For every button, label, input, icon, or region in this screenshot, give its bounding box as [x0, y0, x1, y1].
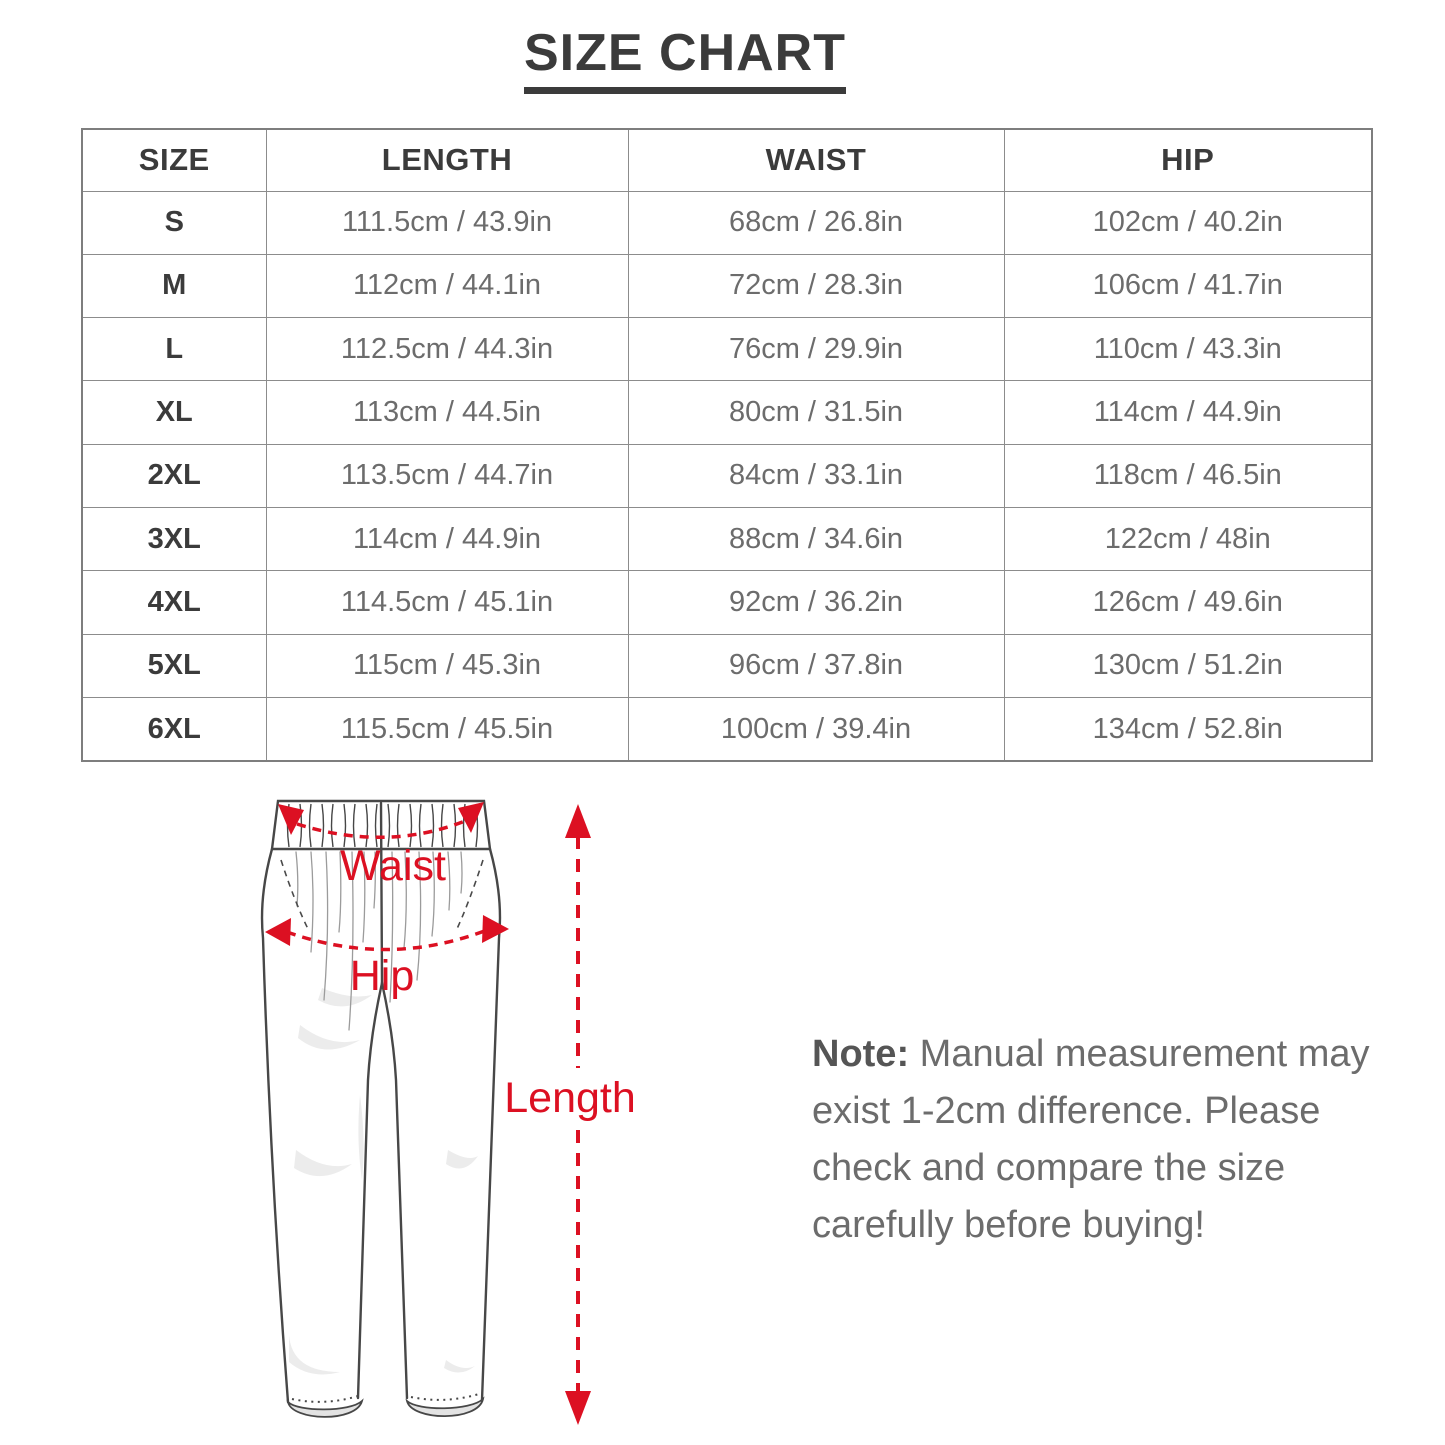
- hem-right: [405, 1393, 485, 1417]
- waist-cell: 76cm / 29.9in: [627, 317, 1005, 382]
- pocket-left: [280, 859, 310, 932]
- length-cell: 113cm / 44.5in: [265, 380, 629, 445]
- page-title: SIZE CHART: [524, 24, 846, 82]
- table-row: 3XL 114cm / 44.9in 88cm / 34.6in 122cm /…: [81, 507, 1373, 572]
- pocket-right: [455, 859, 484, 932]
- pants-outline: [260, 801, 502, 1404]
- note-line: carefully before buying!: [812, 1204, 1205, 1246]
- length-cell: 112.5cm / 44.3in: [265, 317, 629, 382]
- hip-cell: 106cm / 41.7in: [1003, 253, 1373, 319]
- waist-cell: 80cm / 31.5in: [627, 380, 1005, 445]
- note-line: exist 1-2cm difference. Please: [812, 1090, 1321, 1132]
- hip-label: Hip: [350, 952, 415, 1000]
- table-row: 2XL 113.5cm / 44.7in 84cm / 33.1in 118cm…: [81, 443, 1373, 509]
- hem-left: [286, 1395, 364, 1418]
- waist-measure-arrow: [278, 802, 484, 839]
- hip-cell: 130cm / 51.2in: [1003, 633, 1373, 699]
- size-cell: L: [81, 317, 267, 382]
- waist-cell: 88cm / 34.6in: [627, 507, 1005, 572]
- waist-cell: 100cm / 39.4in: [627, 697, 1005, 762]
- note-line: check and compare the size: [812, 1147, 1286, 1189]
- length-cell: 112cm / 44.1in: [265, 253, 629, 319]
- size-cell: 6XL: [81, 697, 267, 762]
- length-measure-arrow: [565, 804, 591, 1425]
- table-row: S 111.5cm / 43.9in 68cm / 26.8in 102cm /…: [81, 190, 1373, 255]
- hip-cell: 114cm / 44.9in: [1003, 380, 1373, 445]
- table-row: 4XL 114.5cm / 45.1in 92cm / 36.2in 126cm…: [81, 570, 1373, 635]
- waist-cell: 68cm / 26.8in: [627, 190, 1005, 255]
- size-cell: M: [81, 253, 267, 319]
- size-table: SIZE LENGTH WAIST HIP S 111.5cm / 43.9in…: [81, 128, 1373, 762]
- waist-cell: 92cm / 36.2in: [627, 570, 1005, 635]
- hip-cell: 110cm / 43.3in: [1003, 317, 1373, 382]
- size-cell: 4XL: [81, 570, 267, 635]
- table-row: XL 113cm / 44.5in 80cm / 31.5in 114cm / …: [81, 380, 1373, 445]
- header-hip: HIP: [1003, 128, 1373, 192]
- length-cell: 113.5cm / 44.7in: [265, 443, 629, 509]
- hip-cell: 122cm / 48in: [1003, 507, 1373, 572]
- length-cell: 111.5cm / 43.9in: [265, 190, 629, 255]
- pants-diagram: Waist Hip Length: [260, 799, 636, 1425]
- pants-shading: [289, 988, 478, 1375]
- size-cell: 5XL: [81, 633, 267, 699]
- waist-cell: 72cm / 28.3in: [627, 253, 1005, 319]
- table-row: L 112.5cm / 44.3in 76cm / 29.9in 110cm /…: [81, 317, 1373, 382]
- note-line: Note: Manual measurement may: [812, 1026, 1372, 1083]
- length-cell: 114cm / 44.9in: [265, 507, 629, 572]
- size-cell: S: [81, 190, 267, 255]
- size-cell: 3XL: [81, 507, 267, 572]
- note-text: Manual measurement may: [919, 1033, 1370, 1075]
- hip-cell: 134cm / 52.8in: [1003, 697, 1373, 762]
- size-cell: 2XL: [81, 443, 267, 509]
- note-prefix: Note:: [812, 1033, 910, 1075]
- length-cell: 115.5cm / 45.5in: [265, 697, 629, 762]
- size-cell: XL: [81, 380, 267, 445]
- header-waist: WAIST: [627, 128, 1005, 192]
- hip-cell: 118cm / 46.5in: [1003, 443, 1373, 509]
- hip-cell: 102cm / 40.2in: [1003, 190, 1373, 255]
- title-block: SIZE CHART: [524, 26, 846, 94]
- length-cell: 114.5cm / 45.1in: [265, 570, 629, 635]
- table-header-row: SIZE LENGTH WAIST HIP: [81, 128, 1373, 192]
- waist-label: Waist: [340, 842, 446, 890]
- header-size: SIZE: [81, 128, 267, 192]
- title-underline: [524, 86, 846, 94]
- table-row: 5XL 115cm / 45.3in 96cm / 37.8in 130cm /…: [81, 633, 1373, 699]
- waist-cell: 84cm / 33.1in: [627, 443, 1005, 509]
- hip-measure-arrow: [265, 915, 509, 952]
- table-row: 6XL 115.5cm / 45.5in 100cm / 39.4in 134c…: [81, 697, 1373, 762]
- measurement-note: Note: Manual measurement may exist 1-2cm…: [812, 1026, 1372, 1254]
- header-length: LENGTH: [265, 128, 629, 192]
- table-row: M 112cm / 44.1in 72cm / 28.3in 106cm / 4…: [81, 253, 1373, 319]
- length-label: Length: [504, 1074, 636, 1122]
- hip-cell: 126cm / 49.6in: [1003, 570, 1373, 635]
- length-cell: 115cm / 45.3in: [265, 633, 629, 699]
- fabric-wrinkles: [295, 851, 463, 1031]
- waist-cell: 96cm / 37.8in: [627, 633, 1005, 699]
